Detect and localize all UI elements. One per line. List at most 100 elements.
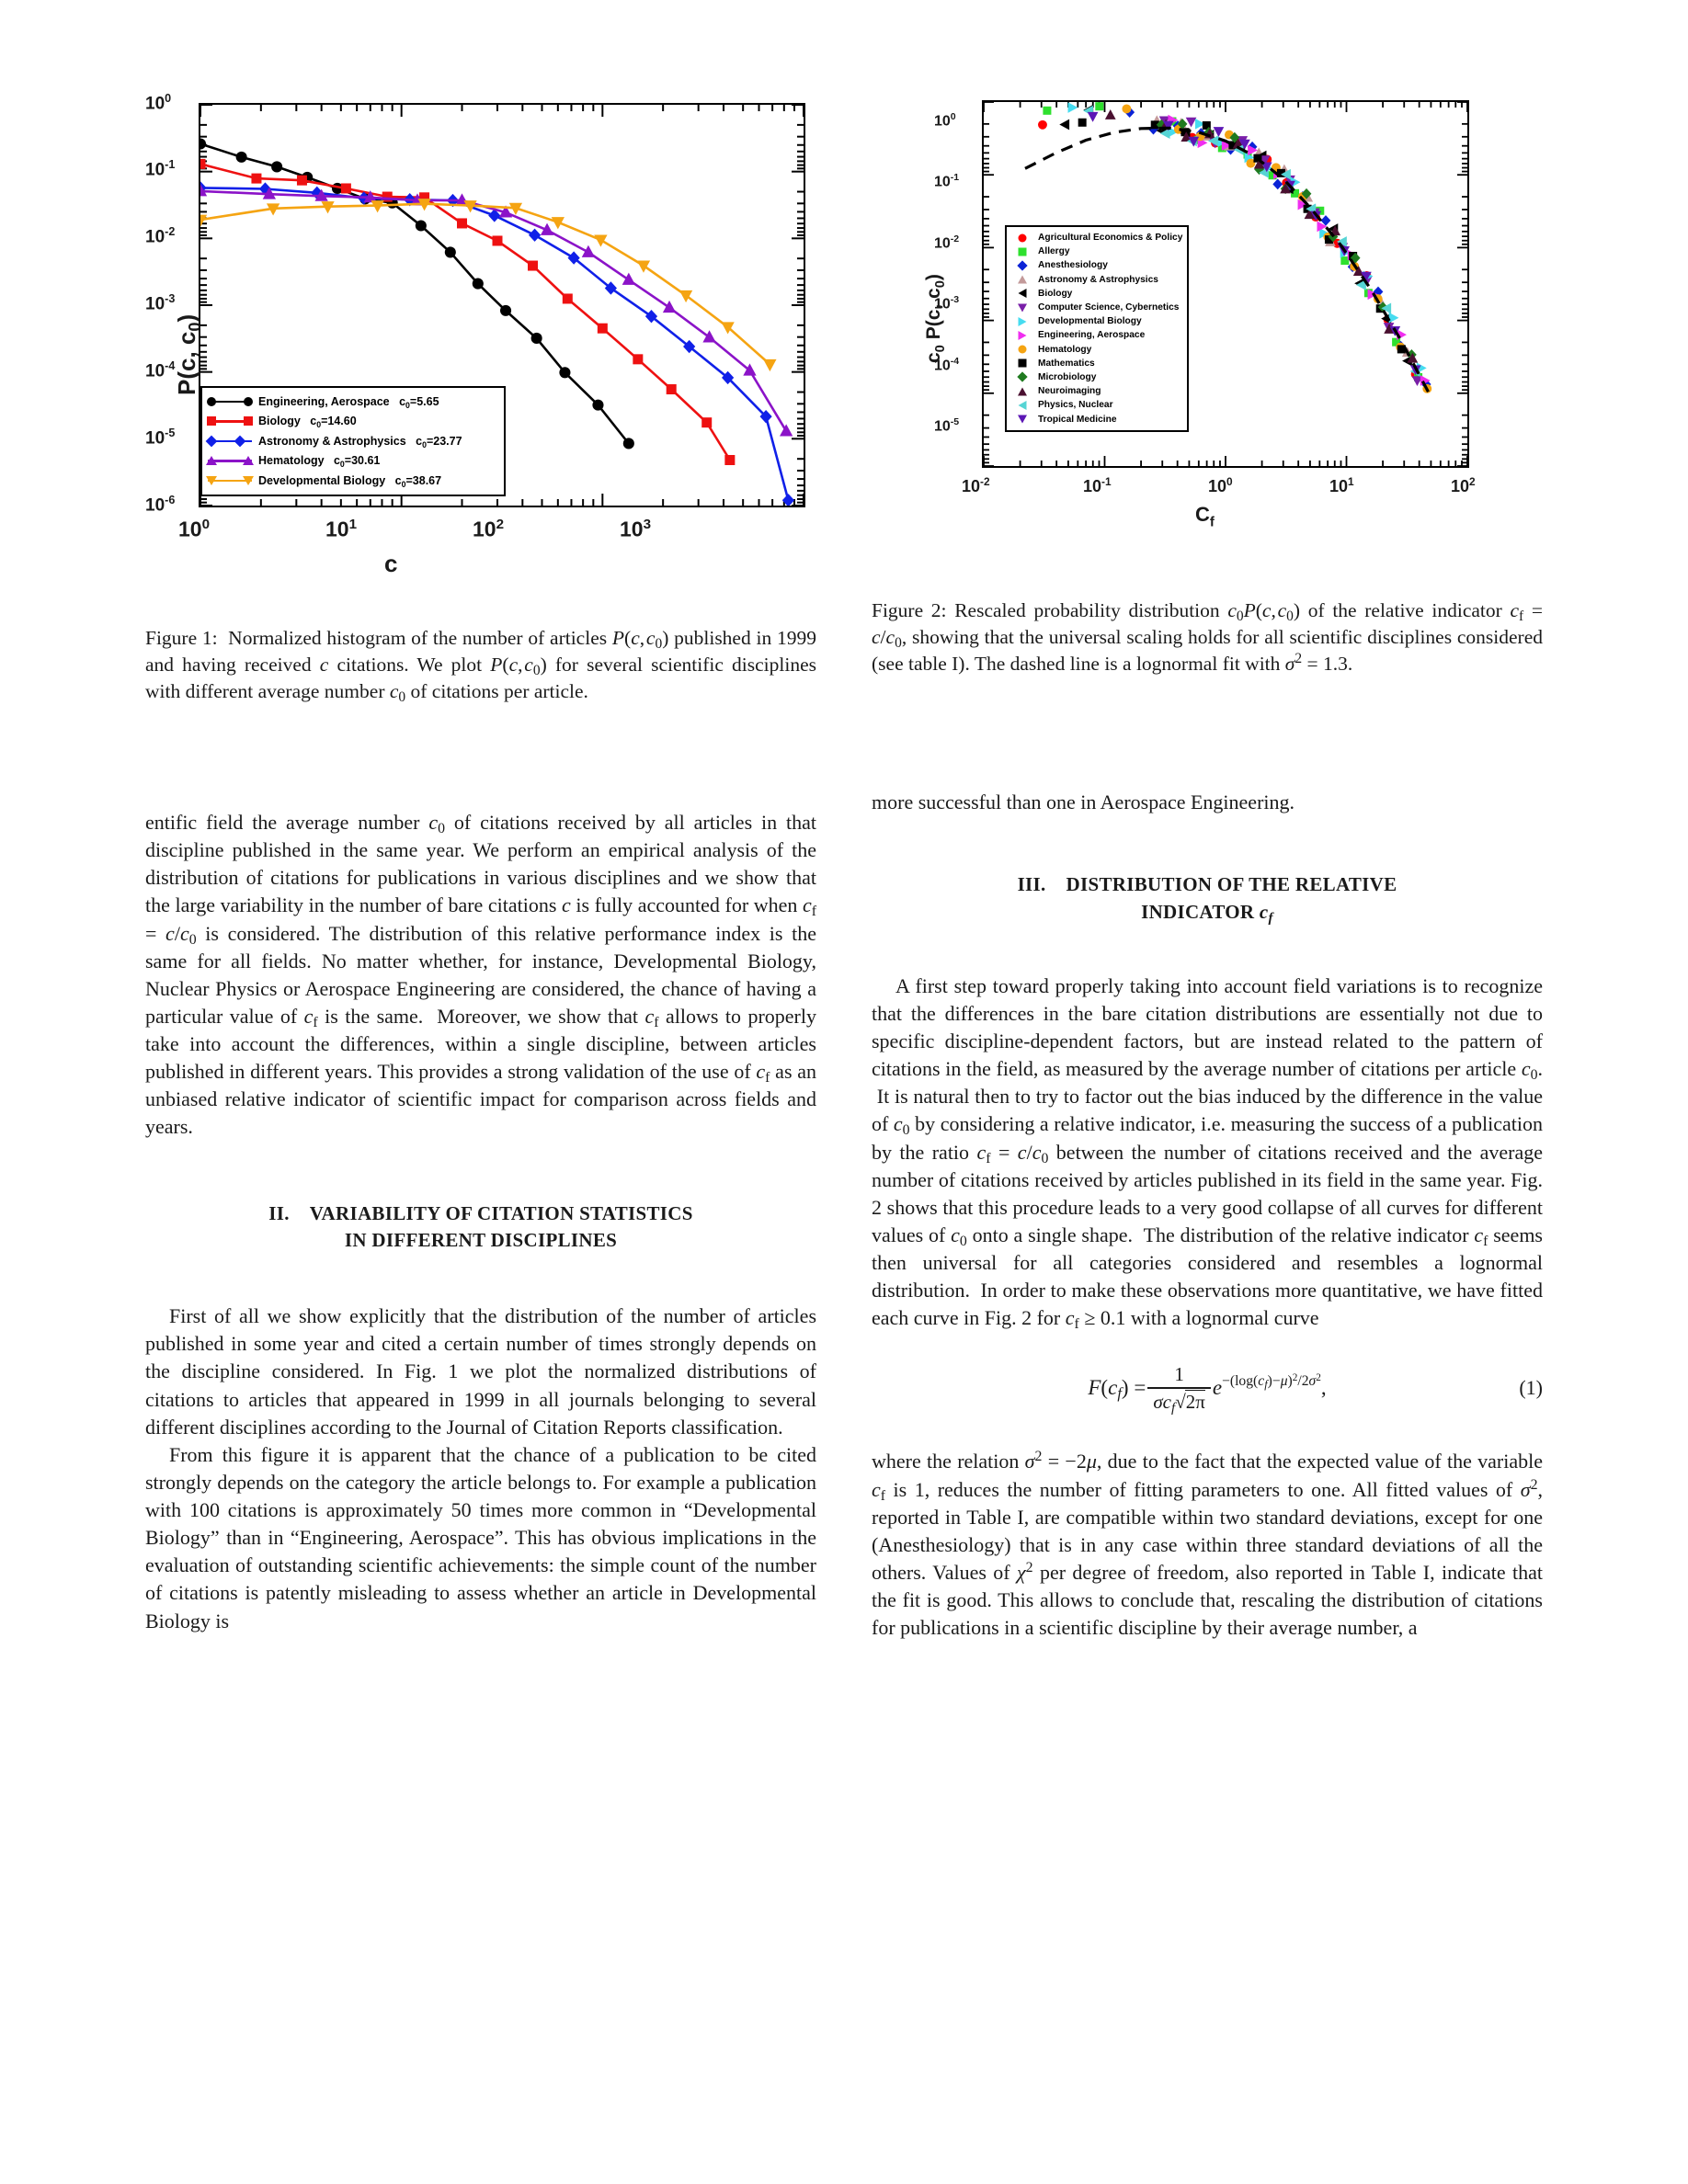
legend-label-1: Allergy	[1038, 246, 1070, 257]
left-column: entific field the average number c0 of c…	[145, 809, 816, 1635]
legend-item: Developmental Biology c0=38.67	[206, 471, 496, 491]
section-3-heading: III. DISTRIBUTION OF THE RELATIVE INDICAT…	[1017, 873, 1397, 926]
right-par-1: A first step toward properly taking into…	[872, 973, 1544, 1333]
legend-key-biology	[207, 415, 253, 427]
fig2-xtick-3: 101	[1329, 475, 1354, 495]
equation-denominator: σcf√2π	[1153, 1389, 1205, 1416]
equation-fraction: 1 σcf√2π	[1147, 1362, 1211, 1416]
legend-item: Allergy	[1012, 245, 1180, 258]
figure-2: 100 10-1 10-2 10-3 10-4 10-5 10-2 10-1 1…	[919, 87, 1526, 547]
fig1-xtick-3: 103	[620, 517, 652, 541]
equation-1: F(cf) = 1 σcf√2π e−(log(cf)−μ)2/2σ2, (1)	[872, 1356, 1543, 1420]
legend-item: Biology	[1012, 287, 1180, 301]
fig1-ytick-6: 10-6	[145, 494, 176, 516]
legend-key-engineering-aerospace	[1012, 330, 1032, 341]
legend-label-0: Agricultural Economics & Policy	[1038, 233, 1183, 244]
legend-item: Computer Science, Cybernetics	[1012, 301, 1180, 314]
left-par-continued: entific field the average number c0 of c…	[145, 811, 817, 1139]
legend-label-0: Engineering, Aerospace	[258, 394, 390, 408]
legend-item: Neuroimaging	[1012, 384, 1180, 398]
legend-key-biology	[1012, 288, 1032, 299]
legend-key-hematology	[1012, 344, 1032, 355]
legend-label-3: Astronomy & Astrophysics	[1038, 274, 1158, 285]
legend-label-3: Hematology	[258, 454, 325, 468]
legend-key-developmental-biology	[1012, 316, 1032, 327]
legend-item: Engineering, Aerospace c0=5.65	[207, 392, 496, 412]
fig1-xtick-1: 101	[325, 517, 358, 541]
legend-key-astronomy-astrophysics	[1012, 274, 1032, 285]
legend-label-12: Physics, Nuclear	[1038, 400, 1113, 411]
equation-comma: ,	[1320, 1376, 1327, 1400]
legend-key-computer-science-cybernetics	[1012, 302, 1032, 313]
fig2-ytick-0: 100	[934, 111, 956, 130]
right-column: more successful than one in Aerospace En…	[872, 789, 1543, 1642]
equation-number: (1)	[1519, 1376, 1543, 1400]
legend-key-engineering-aerospace	[207, 395, 253, 408]
legend-key-mathematics	[1012, 358, 1032, 369]
legend-key-astronomy-astrophysics	[205, 435, 252, 448]
legend-label-4: Developmental Biology	[258, 473, 386, 487]
legend-label-1: Biology	[258, 415, 301, 428]
figure-2-canvas	[984, 102, 1467, 466]
fig2-xtick-1: 10-1	[1083, 475, 1112, 495]
legend-label-9: Mathematics	[1038, 358, 1095, 369]
legend-key-agricultural-economics-policy	[1012, 233, 1032, 244]
fig1-ytick-2: 10-2	[145, 225, 176, 247]
legend-key-neuroimaging	[1012, 386, 1032, 397]
legend-c0-4: c0=38.67	[394, 473, 442, 489]
section-2-title-line2: IN DIFFERENT DISCIPLINES	[344, 1229, 618, 1252]
legend-item: Hematology c0=30.61	[206, 451, 496, 472]
fig1-xtick-2: 102	[473, 517, 505, 541]
legend-label-4: Biology	[1038, 288, 1073, 299]
legend-item: Hematology	[1012, 343, 1180, 357]
legend-label-13: Tropical Medicine	[1038, 414, 1117, 425]
fig2-y-axis-label: c0 P(c, c0)	[923, 274, 949, 363]
legend-label-11: Neuroimaging	[1038, 386, 1101, 397]
left-par-3: From this figure it is apparent that the…	[145, 1442, 816, 1632]
legend-key-anesthesiology	[1012, 260, 1032, 271]
equation-lhs: F(cf) =	[1088, 1376, 1146, 1403]
legend-c0-2: c0=23.77	[416, 434, 462, 449]
fig1-ytick-4: 10-4	[145, 359, 176, 381]
figure-1-legend: Engineering, Aerospace c0=5.65 Biology c…	[200, 386, 506, 496]
fig1-ytick-0: 100	[145, 92, 172, 114]
legend-key-developmental-biology	[206, 474, 254, 487]
fig2-ytick-3: 10-3	[934, 294, 960, 313]
fig1-xtick-0: 100	[178, 517, 211, 541]
legend-label-2: Anesthesiology	[1038, 260, 1108, 271]
fig2-xtick-0: 10-2	[962, 475, 990, 495]
legend-item: Mathematics	[1012, 357, 1180, 370]
equation-numerator: 1	[1174, 1362, 1184, 1385]
legend-label-6: Developmental Biology	[1038, 316, 1142, 327]
fig2-xtick-2: 100	[1208, 475, 1233, 495]
legend-label-2: Astronomy & Astrophysics	[258, 434, 406, 448]
figure-2-caption: Figure 2: Rescaled probability distribut…	[872, 599, 1543, 676]
right-par-top: more successful than one in Aerospace En…	[872, 791, 1295, 813]
legend-item: Developmental Biology	[1012, 314, 1180, 328]
fig1-x-axis-label: c	[384, 550, 398, 577]
legend-item: Anesthesiology	[1012, 258, 1180, 272]
figure-2-legend: Agricultural Economics & Policy Allergy …	[1005, 225, 1189, 432]
fig2-ytick-1: 10-1	[934, 172, 960, 190]
legend-item: Agricultural Economics & Policy	[1012, 231, 1183, 245]
fig1-ytick-5: 10-5	[145, 427, 176, 449]
fig1-ytick-1: 10-1	[145, 158, 176, 180]
fig2-ytick-5: 10-5	[934, 416, 960, 435]
legend-item: Engineering, Aerospace	[1012, 328, 1180, 342]
section-2-title-line1: VARIABILITY OF CITATION STATISTICS	[309, 1201, 693, 1224]
legend-label-10: Microbiology	[1038, 371, 1097, 382]
section-3-title-line2: INDICATOR	[1141, 900, 1260, 923]
legend-label-7: Engineering, Aerospace	[1038, 330, 1146, 341]
left-par-2: First of all we show explicitly that the…	[145, 1304, 816, 1439]
figure-1: 100 10-1 10-2 10-3 10-4 10-5 10-6 100 10…	[145, 83, 826, 597]
legend-item: Tropical Medicine	[1012, 412, 1180, 426]
fig1-y-axis-label: P(c, c0)	[173, 313, 205, 395]
legend-c0-3: c0=30.61	[333, 454, 381, 470]
legend-item: Astronomy & Astrophysics c0=23.77	[205, 431, 496, 451]
section-2-heading: II. VARIABILITY OF CITATION STATISTICS IN…	[145, 1200, 816, 1256]
legend-label-8: Hematology	[1038, 344, 1092, 355]
fig2-ytick-4: 10-4	[934, 356, 960, 374]
legend-item: Microbiology	[1012, 370, 1180, 384]
section-3-title-line1: DISTRIBUTION OF THE RELATIVE	[1066, 873, 1397, 896]
legend-key-hematology	[206, 454, 254, 467]
